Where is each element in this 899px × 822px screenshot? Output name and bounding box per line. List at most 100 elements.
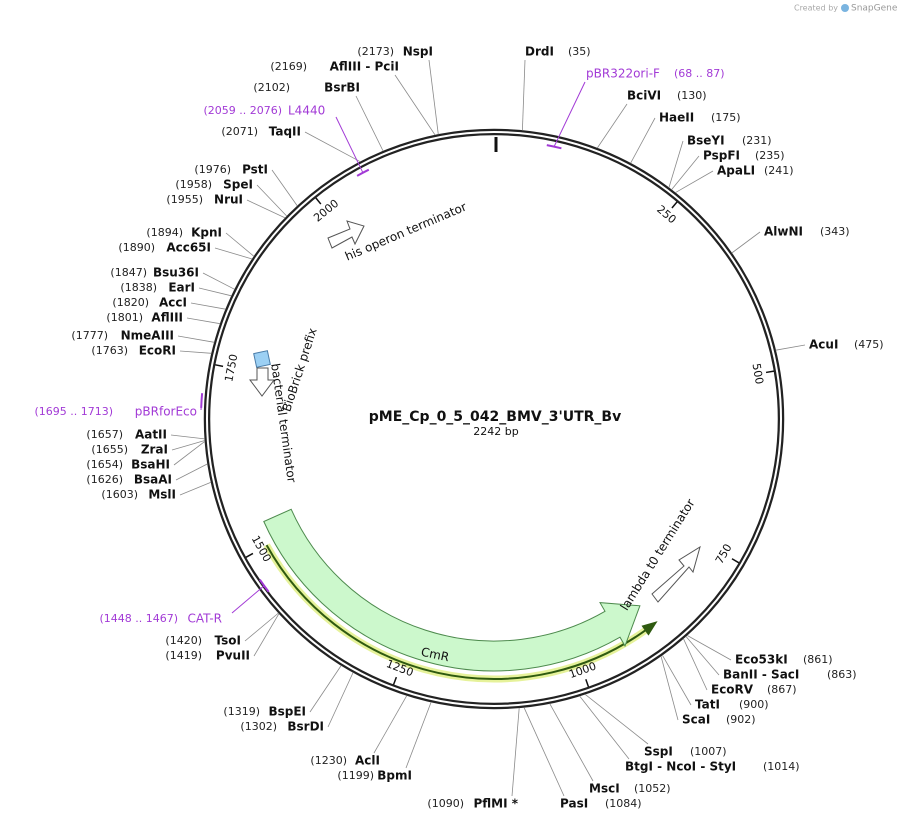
leader-line xyxy=(405,701,432,769)
leader-line xyxy=(775,344,806,351)
enzyme-name: NspI xyxy=(403,45,433,59)
leader-line xyxy=(304,131,361,163)
enzyme-site: (1007) xyxy=(690,745,727,758)
enzyme-site: (1052) xyxy=(634,782,671,795)
enzyme-name: AflIII xyxy=(151,311,183,325)
enzyme-name: ApaLI xyxy=(717,164,755,178)
enzyme-site: (1014) xyxy=(763,760,800,773)
leader-line xyxy=(630,117,656,164)
enzyme-site: (1420) xyxy=(165,634,202,647)
enzyme-name: BpmI xyxy=(377,769,412,783)
enzyme-site: (2071) xyxy=(221,125,258,138)
leader-line xyxy=(202,272,235,290)
feature-label: CmR xyxy=(420,645,451,665)
enzyme-site: (231) xyxy=(742,134,772,147)
enzyme-site: (1777) xyxy=(71,329,108,342)
tick-label: 250 xyxy=(654,203,678,226)
enzyme-name: DrdI xyxy=(525,45,554,59)
tick-label: 750 xyxy=(713,542,735,567)
biobrick-prefix-box xyxy=(253,350,271,368)
enzyme-name: TaqII xyxy=(269,125,301,139)
enzyme-name: TsoI xyxy=(215,634,241,648)
primer-range: (1695 .. 1713) xyxy=(34,405,113,418)
enzyme-name: BsaAI xyxy=(134,473,172,487)
enzyme-site: (1847) xyxy=(110,266,147,279)
tick-mark xyxy=(245,552,254,558)
leader-line xyxy=(246,199,286,219)
leader-line xyxy=(549,703,594,782)
enzyme-site: (863) xyxy=(827,668,857,681)
leader-line xyxy=(179,350,212,354)
enzyme-site: (1090) xyxy=(427,797,464,810)
enzyme-site: (1230) xyxy=(310,754,347,767)
leader-line xyxy=(685,636,720,676)
leader-line xyxy=(661,654,692,706)
enzyme-name: BspEI xyxy=(268,705,306,719)
enzyme-site: (241) xyxy=(764,164,794,177)
primer-name: pBRforEco xyxy=(135,405,197,419)
primer-arc xyxy=(356,168,370,177)
enzyme-name: Acc65I xyxy=(166,241,211,255)
leader-line xyxy=(173,440,206,466)
enzyme-site: (1319) xyxy=(223,705,260,718)
primer-range: (2059 .. 2076) xyxy=(203,104,282,117)
enzyme-name: BanII - SacI xyxy=(723,668,799,682)
tick-mark xyxy=(315,197,322,205)
enzyme-site: (175) xyxy=(711,111,741,124)
enzyme-name: AccI xyxy=(159,296,187,310)
enzyme-site: (1890) xyxy=(118,241,155,254)
enzyme-site: (1958) xyxy=(175,178,212,191)
leader-line xyxy=(668,140,684,188)
enzyme-site: (235) xyxy=(755,149,785,162)
leader-line xyxy=(171,440,205,451)
tick-label: 1000 xyxy=(567,660,598,682)
primer-leader xyxy=(200,400,203,411)
enzyme-site: (861) xyxy=(803,653,833,666)
leader-line xyxy=(256,184,288,217)
enzyme-name: NmeAIII xyxy=(121,329,174,343)
leader-line xyxy=(225,232,255,257)
leader-line xyxy=(522,59,526,131)
enzyme-name: NruI xyxy=(214,193,243,207)
enzyme-name: PvuII xyxy=(216,649,250,663)
leader-line xyxy=(731,231,761,254)
enzyme-name: PspFI xyxy=(703,149,740,163)
enzyme-name: AatII xyxy=(135,428,167,442)
enzyme-site: (2169) xyxy=(270,60,307,73)
lambda-terminator-arrow xyxy=(651,545,701,603)
leader-line xyxy=(253,613,280,657)
brand: SnapGene xyxy=(851,4,898,14)
enzyme-name: AclI xyxy=(355,754,380,768)
enzyme-site: (1894) xyxy=(146,226,183,239)
leader-line xyxy=(596,103,628,149)
enzyme-site: (900) xyxy=(739,698,769,711)
leader-line xyxy=(660,655,679,721)
enzyme-name: EcoRV xyxy=(711,683,754,697)
leader-line xyxy=(327,672,354,728)
orf-arrowhead xyxy=(641,621,658,636)
enzyme-name: BsaHI xyxy=(131,458,170,472)
enzyme-name: AflIII - PciI xyxy=(330,60,399,74)
leader-line xyxy=(671,155,700,190)
backbone-gap xyxy=(206,131,782,707)
enzyme-site: (902) xyxy=(726,713,756,726)
primer-range: (1448 .. 1467) xyxy=(99,612,178,625)
leader-line xyxy=(394,74,436,136)
enzyme-name: BsrBI xyxy=(324,81,360,95)
enzyme-name: ZraI xyxy=(141,443,168,457)
primer-arc xyxy=(258,579,270,593)
tick-mark xyxy=(731,558,740,564)
leader-line xyxy=(683,638,708,691)
leader-line xyxy=(190,302,226,310)
primer-leader xyxy=(231,585,265,614)
enzyme-site: (1955) xyxy=(166,193,203,206)
enzyme-site: (1763) xyxy=(91,344,128,357)
leader-line xyxy=(309,665,342,713)
enzyme-site: (1838) xyxy=(120,281,157,294)
enzyme-name: AcuI xyxy=(809,338,838,352)
enzyme-site: (1084) xyxy=(605,797,642,810)
enzyme-site: (1801) xyxy=(106,311,143,324)
